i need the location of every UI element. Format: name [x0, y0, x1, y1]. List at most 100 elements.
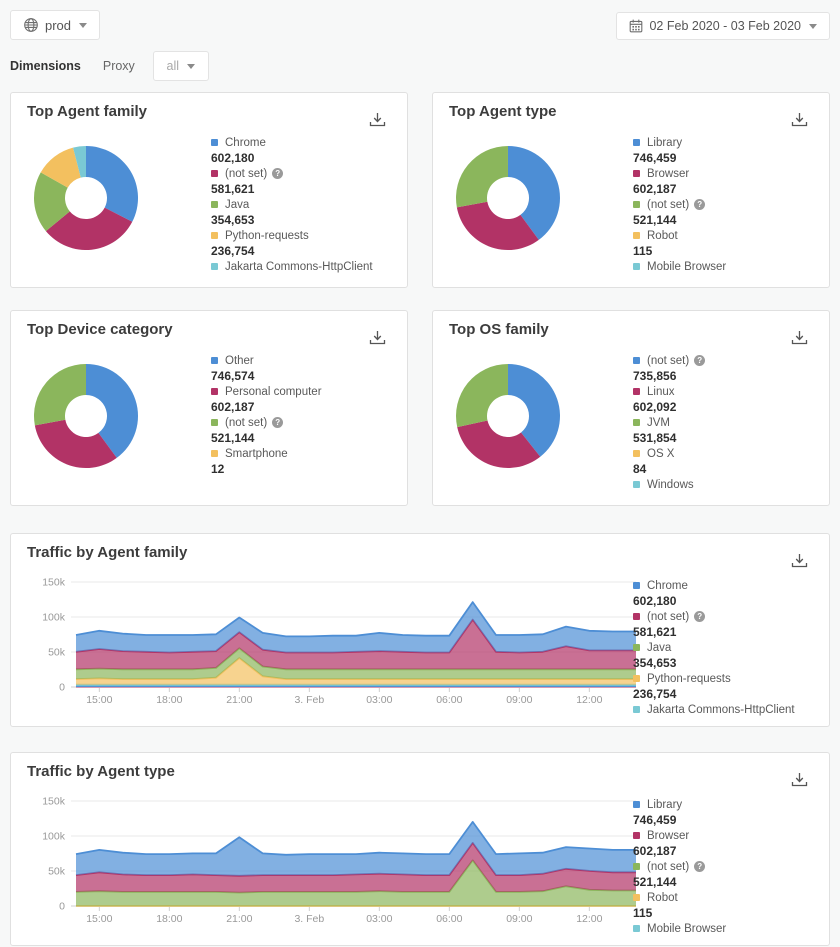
legend-value: 581,621	[211, 182, 255, 196]
legend-item: Mobile Browser	[633, 259, 825, 274]
legend-swatch	[633, 419, 640, 426]
legend-swatch	[633, 582, 640, 589]
svg-text:0: 0	[59, 682, 65, 694]
legend-label: Browser	[647, 829, 690, 842]
help-icon[interactable]: ?	[694, 861, 706, 872]
download-button[interactable]	[791, 552, 809, 568]
legend-label: Mobile Browser	[647, 260, 727, 273]
legend-value: 354,653	[633, 656, 677, 670]
card-top-agent-family: Top Agent family Chrome 602,180 (not set)?…	[10, 92, 408, 288]
card-title: Top OS family	[449, 321, 549, 338]
help-icon[interactable]: ?	[694, 355, 706, 366]
card-top-device-category: Top Device category Other 746,574 Personal…	[10, 310, 408, 506]
download-icon	[791, 772, 808, 786]
legend-item: Personal computer 602,187	[211, 384, 403, 415]
date-range-picker[interactable]: 02 Feb 2020 - 03 Feb 2020	[616, 12, 830, 40]
legend-swatch	[633, 263, 640, 270]
svg-text:15:00: 15:00	[86, 913, 112, 925]
svg-text:03:00: 03:00	[366, 694, 392, 706]
legend-label: (not set)	[647, 860, 690, 873]
chart-legend: Chrome 602,180 (not set)? 581,621 Java 354,65…	[211, 135, 403, 274]
svg-text:03:00: 03:00	[366, 913, 392, 925]
legend-label: Robot	[647, 229, 678, 242]
help-icon[interactable]: ?	[694, 199, 706, 210]
calendar-icon	[630, 19, 643, 33]
legend-label: Personal computer	[225, 385, 322, 398]
legend-label: Chrome	[225, 136, 266, 149]
legend-label: (not set)	[225, 416, 268, 429]
legend-item: Robot 115	[633, 890, 827, 921]
legend-item: OS X 84	[633, 446, 825, 477]
legend-item: Browser 602,187	[633, 828, 827, 859]
svg-text:18:00: 18:00	[156, 913, 182, 925]
legend-swatch	[633, 450, 640, 457]
card-title: Top Agent type	[449, 103, 557, 120]
legend-swatch	[633, 832, 640, 839]
legend-value: 602,180	[211, 151, 255, 165]
legend-value: 236,754	[633, 687, 677, 701]
legend-item: Chrome 602,180	[633, 578, 827, 609]
proxy-label: Proxy	[102, 59, 135, 73]
legend-item: (not set)? 581,621	[211, 166, 403, 197]
card-top-agent-type: Top Agent type Library 746,459 Browser 602,…	[432, 92, 830, 288]
help-icon[interactable]: ?	[694, 611, 706, 622]
svg-text:18:00: 18:00	[156, 694, 182, 706]
download-icon	[791, 112, 808, 126]
download-button[interactable]	[369, 111, 387, 127]
legend-label: Python-requests	[225, 229, 309, 242]
legend-item: Windows	[633, 477, 825, 492]
card-traffic-agent-family: Traffic by Agent family 150k 100k 50k 0 15:0…	[10, 533, 830, 727]
legend-label: Windows	[647, 478, 694, 491]
legend-label: Chrome	[647, 579, 688, 592]
legend-swatch	[633, 357, 640, 364]
environment-selector[interactable]: prod	[10, 10, 101, 40]
help-icon[interactable]: ?	[272, 417, 284, 428]
legend-value: 602,187	[633, 844, 677, 858]
legend-swatch	[211, 357, 218, 364]
environment-label: prod	[45, 17, 72, 33]
legend-value: 236,754	[211, 244, 255, 258]
legend-label: Jakarta Commons-HttpClient	[647, 703, 795, 716]
legend-swatch	[633, 894, 640, 901]
proxy-select[interactable]: all	[152, 51, 209, 81]
legend-item: Robot 115	[633, 228, 825, 259]
download-button[interactable]	[791, 771, 809, 787]
legend-item: (not set)? 521,144	[211, 415, 403, 446]
legend-value: 746,459	[633, 813, 677, 827]
legend-swatch	[633, 170, 640, 177]
legend-value: 115	[633, 244, 653, 258]
legend-value: 602,180	[633, 594, 677, 608]
legend-item: (not set)? 521,144	[633, 197, 825, 228]
legend-label: Python-requests	[647, 672, 731, 685]
legend-value: 521,144	[633, 875, 677, 889]
legend-label: (not set)	[647, 198, 690, 211]
svg-text:100k: 100k	[42, 612, 66, 624]
legend-item: Smartphone 12	[211, 446, 403, 477]
legend-swatch	[633, 706, 640, 713]
svg-text:150k: 150k	[42, 796, 66, 808]
svg-text:09:00: 09:00	[506, 694, 532, 706]
download-button[interactable]	[791, 329, 809, 345]
legend-item: Jakarta Commons-HttpClient	[211, 259, 403, 274]
download-button[interactable]	[369, 329, 387, 345]
legend-value: 531,854	[633, 431, 677, 445]
legend-label: Browser	[647, 167, 690, 180]
legend-swatch	[633, 388, 640, 395]
legend-swatch	[633, 675, 640, 682]
legend-value: 602,187	[633, 182, 677, 196]
legend-swatch	[211, 450, 218, 457]
legend-label: Linux	[647, 385, 675, 398]
donut-chart	[453, 143, 563, 253]
legend-swatch	[633, 613, 640, 620]
svg-text:15:00: 15:00	[86, 694, 112, 706]
legend-label: (not set)	[647, 610, 690, 623]
globe-icon	[24, 18, 38, 32]
help-icon[interactable]: ?	[272, 168, 284, 179]
legend-value: 115	[633, 906, 653, 920]
legend-item: (not set)? 581,621	[633, 609, 827, 640]
legend-value: 602,187	[211, 400, 255, 414]
legend-label: Java	[225, 198, 250, 211]
download-icon	[369, 112, 386, 126]
stacked-area-chart: 150k 100k 50k 0 15:00 18:00 21:00 3. Feb 03:00 06…	[11, 534, 831, 728]
download-button[interactable]	[791, 111, 809, 127]
